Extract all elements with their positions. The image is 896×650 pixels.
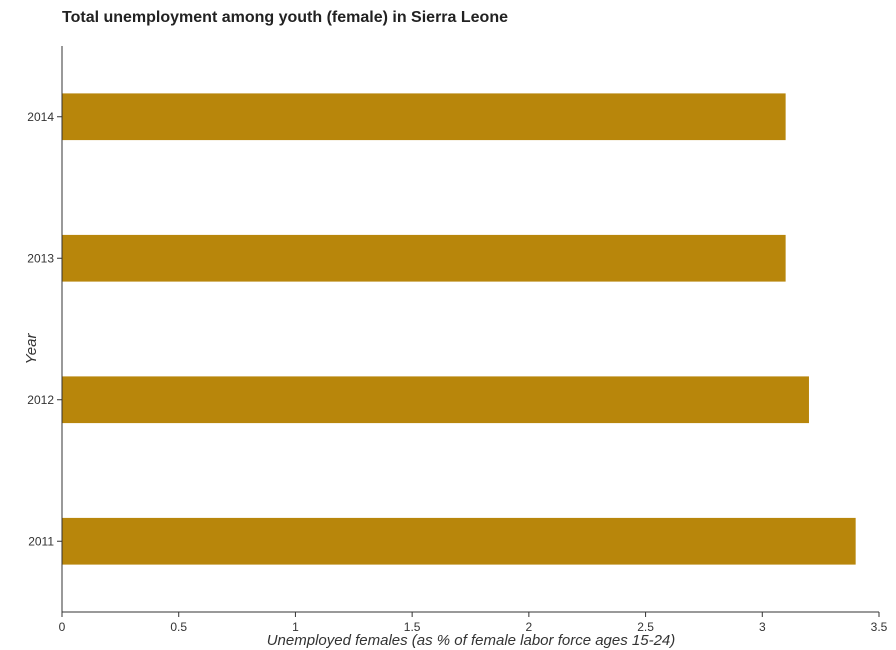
bar-2014: [62, 93, 786, 141]
bars-group: [62, 93, 856, 565]
y-tick-label: 2013: [27, 251, 54, 265]
y-tick-label: 2014: [27, 110, 54, 124]
y-tick-label: 2012: [27, 393, 54, 407]
x-tick-label: 2: [526, 620, 533, 634]
chart-title: Total unemployment among youth (female) …: [62, 9, 508, 26]
bar-2012: [62, 376, 809, 424]
x-tick-label: 3.5: [871, 620, 888, 634]
bar-2013: [62, 234, 786, 282]
x-tick-label: 0.5: [170, 620, 187, 634]
axes-group: 2011 2012 2013 2014 0 0.5 1 1.5 2 2.5 3 3.5: [27, 46, 888, 634]
bar-2011: [62, 517, 856, 565]
x-tick-label: 2.5: [637, 620, 654, 634]
x-tick-label: 0: [59, 620, 66, 634]
y-tick-label: 2011: [28, 534, 54, 548]
x-tick-label: 1.5: [404, 620, 421, 634]
x-tick-label: 1: [292, 620, 299, 634]
x-tick-label: 3: [759, 620, 766, 634]
y-axis-label: Year: [23, 333, 40, 365]
x-axis-label: Unemployed females (as % of female labor…: [267, 632, 676, 649]
